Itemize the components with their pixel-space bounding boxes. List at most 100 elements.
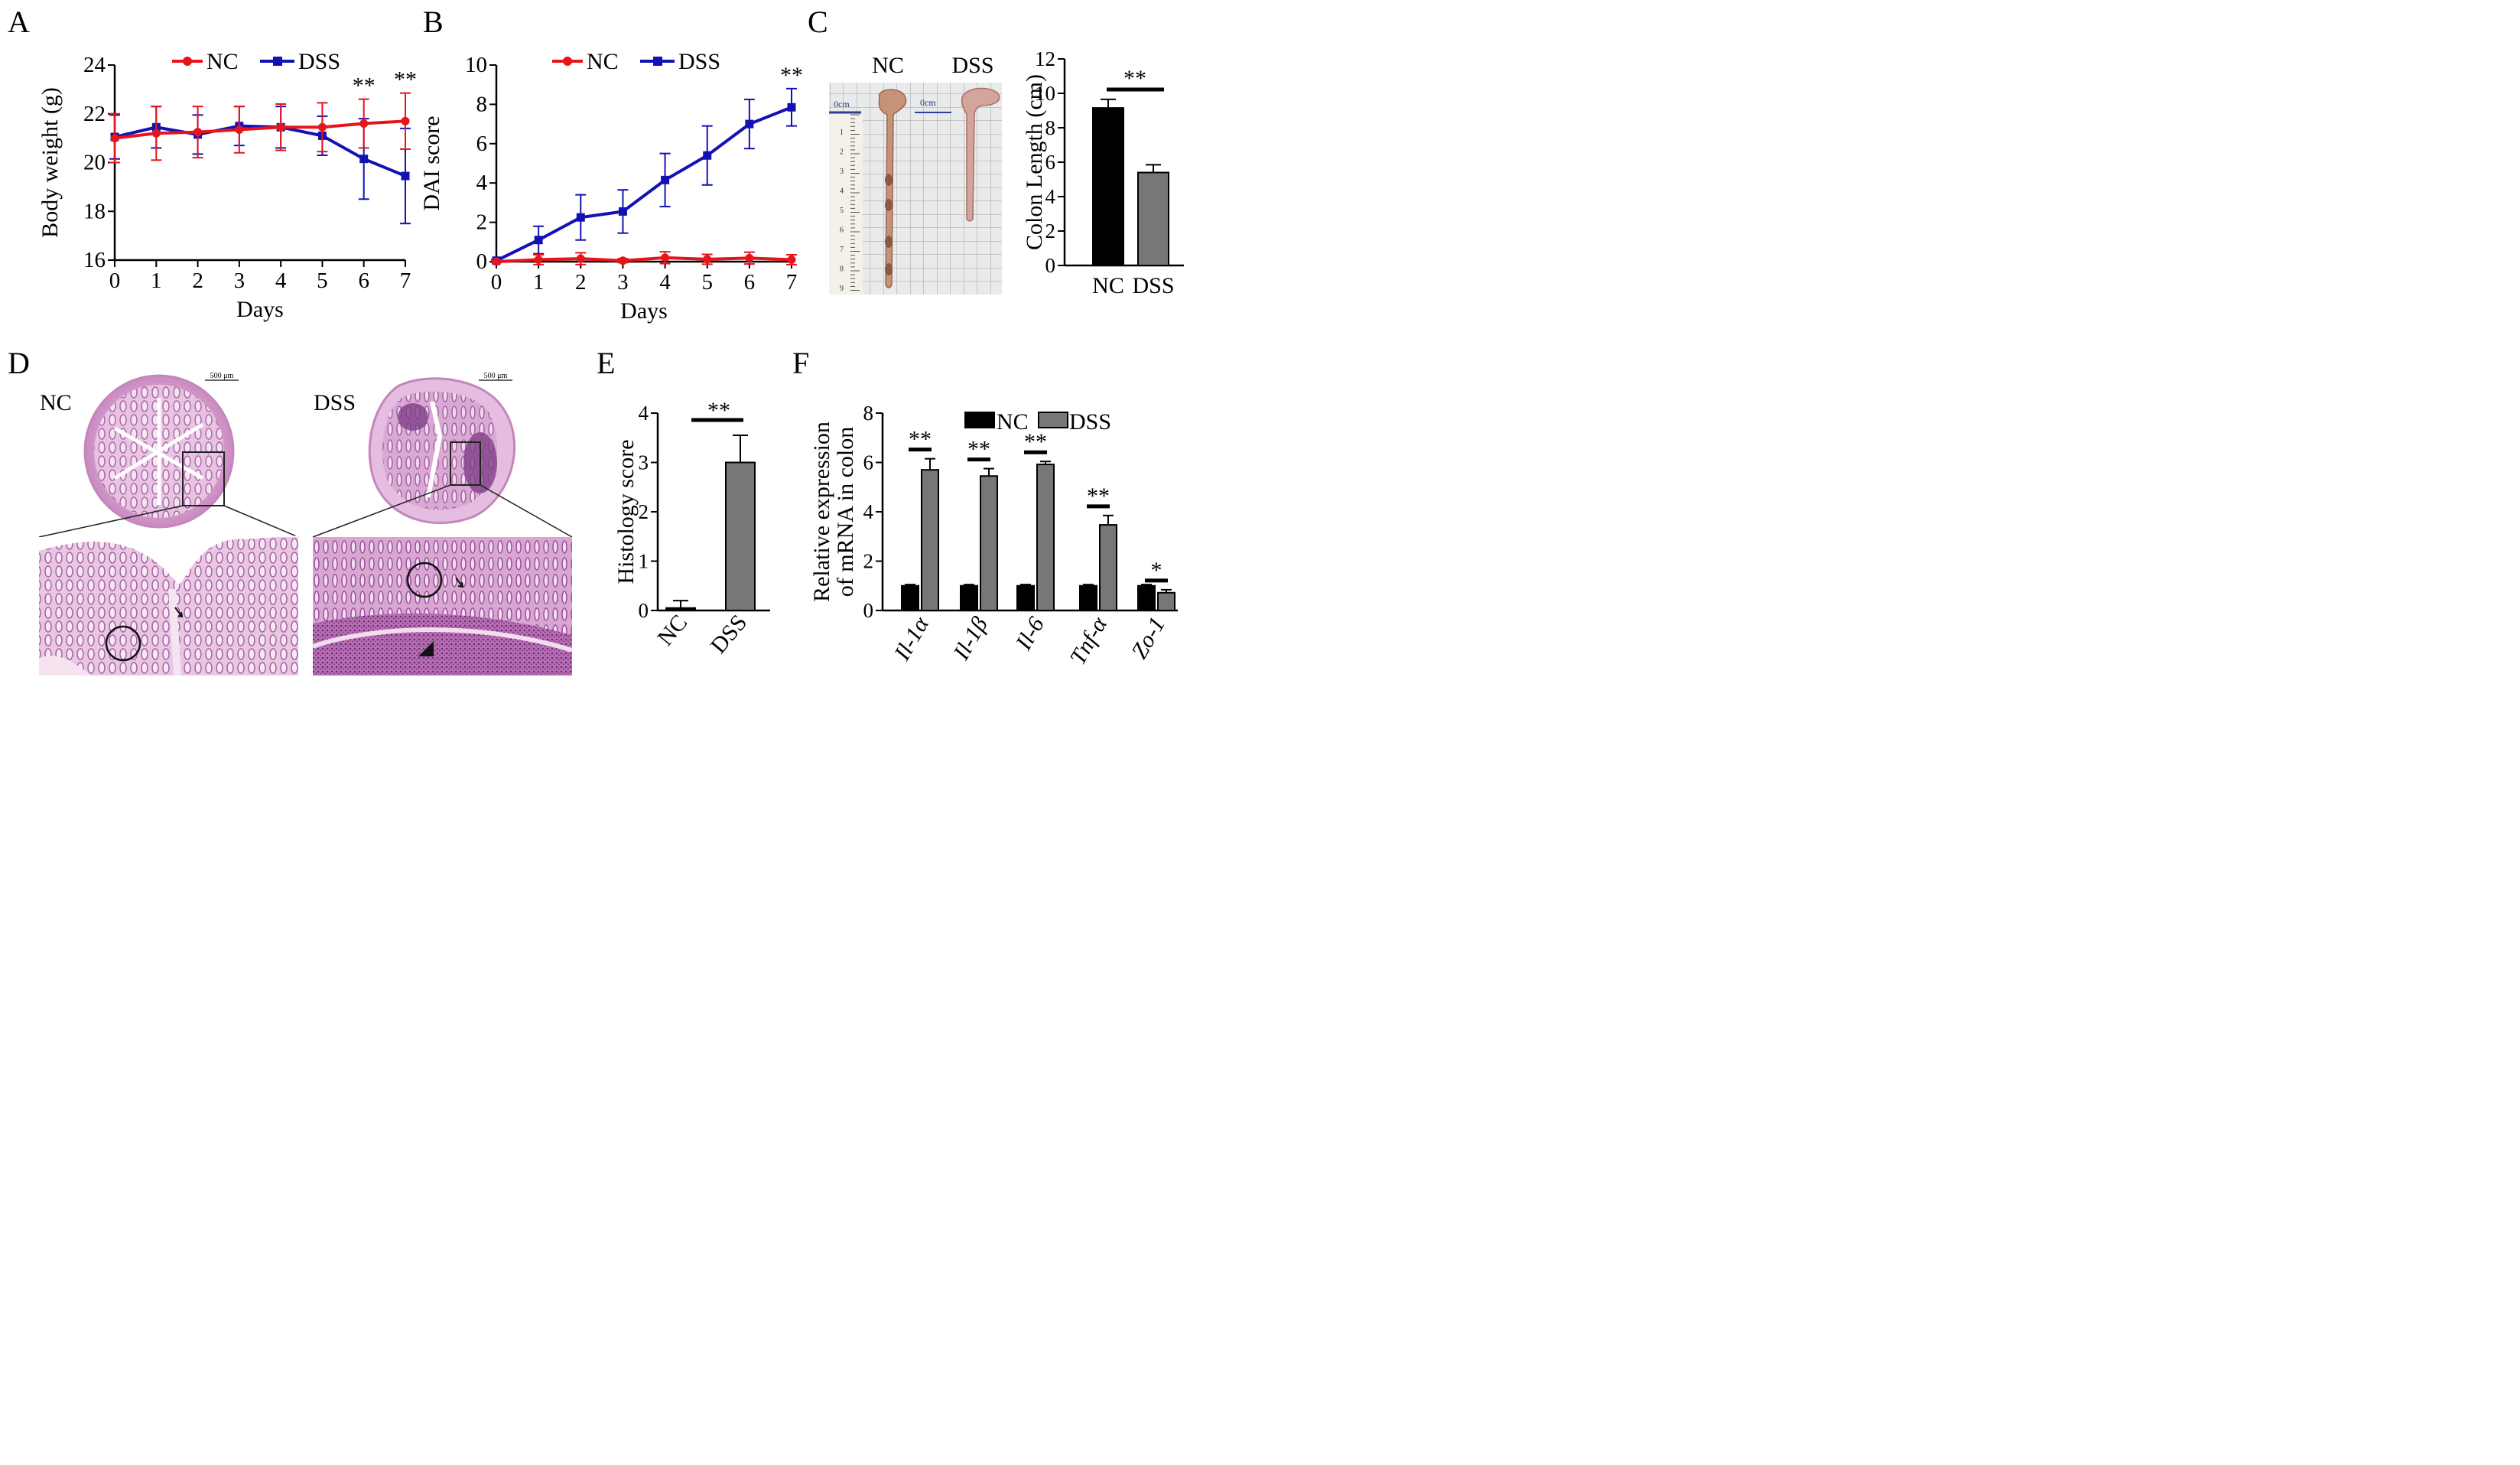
chart-e-bar-nc xyxy=(665,607,696,612)
chart-b-dss-point-3 xyxy=(618,207,627,216)
chart-f-significance-4: * xyxy=(1151,558,1162,583)
chart-e-significance: ** xyxy=(707,398,730,423)
chart-a-nc-point-4 xyxy=(276,122,285,132)
ruler-label-nc: 0cm xyxy=(834,99,850,109)
histology-label-nc: NC xyxy=(40,390,72,415)
chart-a-ytick-label-3: 22 xyxy=(83,102,106,126)
chart-b-nc-point-1 xyxy=(534,255,543,264)
chart-e-category-label-dss: DSS xyxy=(706,610,753,658)
chart-b-legend-nc-label: NC xyxy=(587,49,619,74)
chart-f-ytick-label-2: 4 xyxy=(863,500,874,523)
chart-b-legend-dss-label: DSS xyxy=(678,49,720,74)
histology-images: NC DSS 500 μm xyxy=(38,372,573,676)
chart-f-y-label-line-0: Relative expression xyxy=(809,422,834,602)
chart-b-nc-point-0 xyxy=(492,257,501,266)
chart-a-nc-point-3 xyxy=(235,125,244,134)
chart-a-xtick-label-7: 7 xyxy=(400,269,411,293)
chart-f-ytick-label-4: 8 xyxy=(863,402,874,425)
chart-a-xtick-label-4: 4 xyxy=(275,269,287,293)
chart-b-ytick-label-5: 10 xyxy=(465,53,487,77)
chart-b-ytick-label-4: 8 xyxy=(476,92,488,116)
chart-a-nc-point-2 xyxy=(193,128,203,137)
chart-b-nc-point-7 xyxy=(787,255,796,264)
ruler-number-2: 3 xyxy=(840,168,844,176)
chart-c-bar-dss xyxy=(1137,171,1169,266)
infiltration-arrowhead xyxy=(418,641,434,656)
chart-a-significance-0: ** xyxy=(353,73,376,99)
chart-b-xtick-label-6: 6 xyxy=(744,270,756,295)
chart-a-nc-point-1 xyxy=(151,129,161,138)
scale-bar-dss-label: 500 μm xyxy=(484,372,508,380)
panel-label-f: F xyxy=(792,346,809,380)
chart-a-xtick-label-1: 1 xyxy=(151,269,162,293)
chart-a-dss-line xyxy=(114,124,406,177)
panel-label-d: D xyxy=(8,346,30,380)
chart-e-histology-score: 0 1 2 3 4 NC DSS ** Histology score xyxy=(613,398,770,659)
chart-a-nc-line xyxy=(114,119,406,140)
chart-f-significance-1: ** xyxy=(967,437,990,462)
chart-f-ytick-label-0: 0 xyxy=(863,599,874,622)
chart-f-bar-nc-3 xyxy=(1079,584,1097,611)
chart-e-ytick-label-0: 0 xyxy=(639,599,649,622)
chart-f-category-label-0: Il-1α xyxy=(889,612,934,666)
chart-a-ytick-label-2: 20 xyxy=(83,151,106,175)
chart-b-significance-0: ** xyxy=(780,63,803,88)
chart-b-xtick-label-3: 3 xyxy=(617,270,629,295)
colon-photo: 0cm 0cm 1 2 3 4 5 6 7 8 9 NC DSS xyxy=(829,53,1002,295)
chart-a-nc-point-6 xyxy=(359,119,369,128)
chart-a-xtick-label-2: 2 xyxy=(192,269,203,293)
chart-a-dss-point-6 xyxy=(359,155,369,164)
chart-a-ytick-label-0: 16 xyxy=(83,248,106,272)
chart-a-legend-nc-marker xyxy=(183,57,192,66)
chart-f-ytick-label-3: 6 xyxy=(863,451,874,474)
chart-f-legend-dss-swatch xyxy=(1038,412,1068,428)
chart-f-category-label-4: Zo-1 xyxy=(1127,613,1170,663)
chart-b-dss-point-7 xyxy=(787,103,796,112)
chart-a-nc-point-5 xyxy=(317,122,327,132)
chart-b-xtick-label-2: 2 xyxy=(575,270,587,295)
chart-f-mrna-expression: 0 2 4 6 8 ** Il-1α ** Il-1β ** Il-6 ** Tnf-α * Zo-1 NC D… xyxy=(809,402,1178,669)
chart-b-dai-score: 0 2 4 6 8 10 0 1 2 3 4 5 6 7 Days DAI score ** NC DSS xyxy=(419,49,803,324)
chart-b-xtick-label-0: 0 xyxy=(491,270,502,295)
chart-a-y-label: Body weight (g) xyxy=(37,87,63,238)
ruler-number-6: 7 xyxy=(840,246,844,254)
panel-label-e: E xyxy=(597,346,615,380)
scale-bar-nc-label: 500 μm xyxy=(210,372,234,380)
chart-f-bar-nc-1 xyxy=(960,584,978,611)
chart-f-bar-dss-1 xyxy=(980,475,998,611)
chart-a-legend-dss-label: DSS xyxy=(298,49,340,74)
chart-f-category-label-1: Il-1β xyxy=(948,613,993,665)
photo-label-dss: DSS xyxy=(951,53,993,78)
crypt-circle-dss xyxy=(406,562,443,598)
chart-a-legend-nc-label: NC xyxy=(206,49,239,74)
chart-c-significance: ** xyxy=(1123,66,1146,91)
chart-b-nc-line xyxy=(496,256,792,263)
panel-label-b: B xyxy=(423,5,444,39)
panel-label-c: C xyxy=(808,5,828,39)
histology-label-dss: DSS xyxy=(314,390,356,415)
chart-f-legend-nc-swatch xyxy=(964,412,995,428)
chart-c-category-label-dss: DSS xyxy=(1132,273,1174,298)
chart-b-nc-point-5 xyxy=(703,255,712,264)
chart-b-dss-point-5 xyxy=(703,151,712,160)
chart-c-category-label-nc: NC xyxy=(1092,273,1124,298)
chart-f-legend-nc-label: NC xyxy=(997,409,1029,435)
chart-c-ytick-label-0: 0 xyxy=(1045,254,1056,277)
chart-c-ytick-label-1: 2 xyxy=(1045,220,1056,243)
chart-e-ytick-label-1: 1 xyxy=(639,550,649,573)
photo-label-nc: NC xyxy=(872,53,904,78)
chart-f-category-label-2: Il-6 xyxy=(1010,613,1049,655)
chart-b-nc-point-4 xyxy=(661,253,670,262)
chart-f-ytick-label-1: 2 xyxy=(863,550,874,573)
chart-a-xtick-label-5: 5 xyxy=(317,269,328,293)
chart-a-dss-point-7 xyxy=(401,171,410,181)
chart-e-ytick-label-3: 3 xyxy=(639,451,649,474)
chart-f-bar-dss-2 xyxy=(1036,464,1055,612)
chart-a-nc-point-0 xyxy=(110,134,119,143)
panel-label-a: A xyxy=(8,5,30,39)
chart-a-xtick-label-3: 3 xyxy=(234,269,245,293)
colon-nc xyxy=(878,89,907,288)
crypt-circle-nc xyxy=(105,625,141,662)
ruler-ticks: 1 2 3 4 5 6 7 8 9 xyxy=(840,114,860,293)
ruler-number-4: 5 xyxy=(840,207,844,215)
